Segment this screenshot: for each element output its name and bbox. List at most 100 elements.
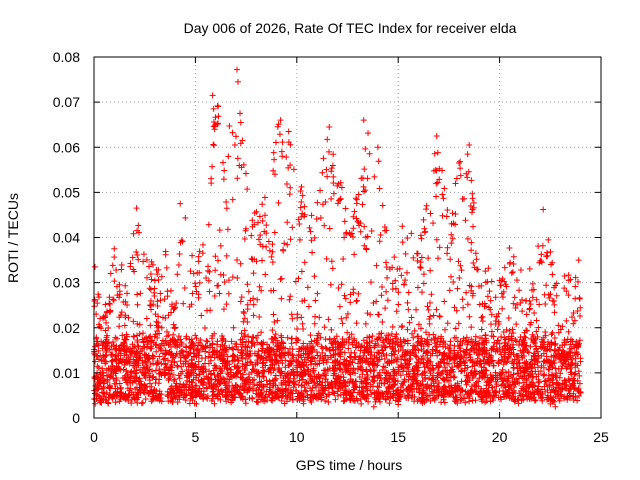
data-point xyxy=(168,383,175,390)
data-point xyxy=(289,351,296,358)
data-point xyxy=(141,351,148,358)
data-point xyxy=(341,349,348,356)
data-point xyxy=(423,338,430,345)
data-point xyxy=(350,286,357,293)
data-point xyxy=(130,356,137,363)
data-point xyxy=(275,366,282,373)
data-point xyxy=(423,206,430,213)
data-point xyxy=(195,389,202,396)
data-point xyxy=(514,370,521,377)
data-point xyxy=(411,327,418,334)
data-point xyxy=(419,370,426,377)
data-point xyxy=(253,387,260,394)
data-point xyxy=(505,315,512,322)
data-point xyxy=(553,370,560,377)
data-point xyxy=(529,365,536,372)
data-point xyxy=(336,379,343,386)
data-point xyxy=(457,360,464,367)
data-point xyxy=(95,291,102,298)
data-point xyxy=(510,341,517,348)
data-point xyxy=(498,333,505,340)
data-point xyxy=(488,311,495,318)
data-point xyxy=(533,317,540,324)
data-point xyxy=(441,185,448,192)
data-point xyxy=(267,380,274,387)
data-point xyxy=(285,349,292,356)
data-point xyxy=(118,359,125,366)
data-point xyxy=(239,354,246,361)
data-point xyxy=(241,315,248,322)
data-point xyxy=(472,250,479,257)
data-point xyxy=(336,359,343,366)
data-point xyxy=(109,395,116,402)
data-point xyxy=(195,358,202,365)
data-point xyxy=(215,386,222,393)
data-point xyxy=(183,382,190,389)
data-point xyxy=(170,306,177,313)
data-point xyxy=(147,270,154,277)
data-point xyxy=(520,391,527,398)
data-point xyxy=(188,367,195,374)
data-point xyxy=(195,366,202,373)
data-point xyxy=(430,365,437,372)
data-point xyxy=(473,382,480,389)
data-point xyxy=(148,398,155,405)
data-point xyxy=(449,210,456,217)
data-point xyxy=(493,392,500,399)
data-point xyxy=(477,346,484,353)
data-point xyxy=(330,190,337,197)
data-point xyxy=(193,335,200,342)
data-point xyxy=(287,141,294,148)
data-point xyxy=(493,340,500,347)
data-point xyxy=(365,130,372,137)
data-point xyxy=(127,260,134,267)
data-point xyxy=(457,391,464,398)
data-point xyxy=(563,365,570,372)
data-point xyxy=(169,364,176,371)
data-point xyxy=(312,313,319,320)
data-point xyxy=(117,389,124,396)
data-point xyxy=(343,230,350,237)
data-point xyxy=(180,381,187,388)
data-point xyxy=(247,358,254,365)
data-point xyxy=(274,346,281,353)
data-point xyxy=(433,193,440,200)
data-point xyxy=(254,339,261,346)
data-point xyxy=(535,371,542,378)
data-point xyxy=(239,363,246,370)
data-point xyxy=(516,359,523,366)
data-point xyxy=(404,385,411,392)
data-point xyxy=(506,244,513,251)
data-point xyxy=(296,220,303,227)
data-point xyxy=(300,369,307,376)
data-point xyxy=(483,339,490,346)
data-point xyxy=(208,370,215,377)
data-point xyxy=(472,388,479,395)
data-point xyxy=(151,293,158,300)
data-point xyxy=(229,345,236,352)
data-point xyxy=(449,235,456,242)
data-point xyxy=(256,314,263,321)
data-point xyxy=(525,349,532,356)
data-point xyxy=(158,360,165,367)
data-point xyxy=(545,366,552,373)
data-point xyxy=(417,232,424,239)
data-point xyxy=(288,358,295,365)
data-point xyxy=(152,341,159,348)
data-point xyxy=(329,344,336,351)
data-point xyxy=(244,319,251,326)
data-point xyxy=(103,319,110,326)
data-point xyxy=(278,275,285,282)
data-point xyxy=(175,392,182,399)
data-point xyxy=(118,341,125,348)
data-point xyxy=(570,397,577,404)
data-point xyxy=(318,343,325,350)
data-point xyxy=(271,319,278,326)
data-point xyxy=(337,391,344,398)
data-point xyxy=(430,220,437,227)
data-point xyxy=(395,289,402,296)
data-point xyxy=(174,271,181,278)
data-point xyxy=(258,389,265,396)
data-point xyxy=(314,361,321,368)
data-point xyxy=(240,371,247,378)
